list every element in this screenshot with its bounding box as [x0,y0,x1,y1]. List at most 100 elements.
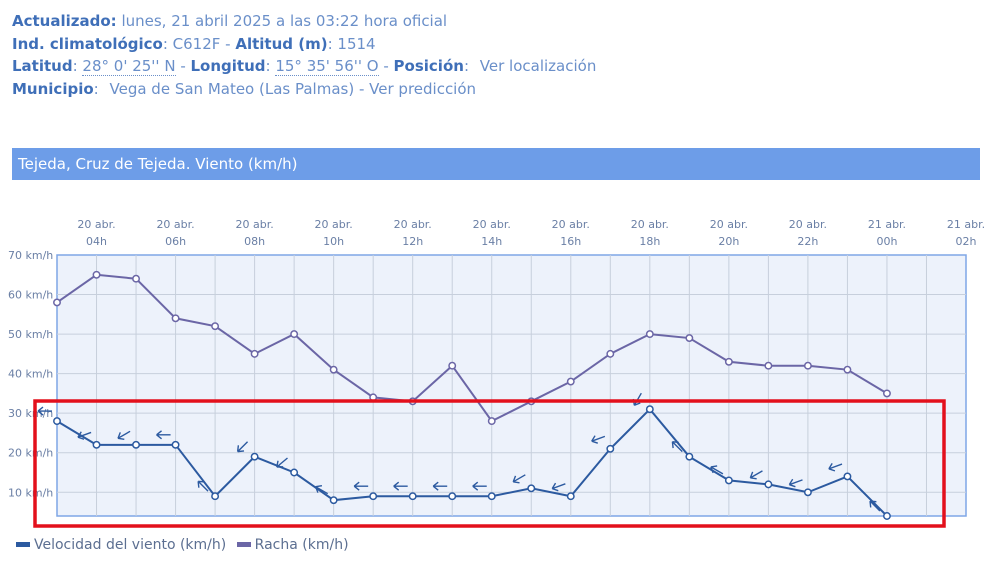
x-tick-label-date: 21 abr. [947,218,985,231]
wind-direction-arrow-shape [117,430,131,440]
altitude-value: : 1514 [327,34,376,53]
wind-speed-point [803,488,812,497]
wind-speed-point [843,472,852,481]
x-tick-label-hour: 08h [244,235,265,248]
wind-direction-arrow [37,406,52,416]
gust-point [803,361,812,370]
gust-point [290,330,299,339]
municipality-row: Municipio: Vega de San Mateo (Las Palmas… [12,79,477,98]
wind-speed-point [369,492,378,501]
wind-direction-arrow-shape [749,470,763,480]
chart-title: Tejeda, Cruz de Tejeda. Viento (km/h) [18,155,298,173]
gust-point [724,357,733,366]
wind-direction-arrow [156,430,171,440]
x-tick-label-hour: 18h [639,235,660,248]
wind-direction-arrow [314,485,329,495]
wind-direction-arrow [236,441,249,453]
wind-direction-arrow-shape [710,465,724,475]
wind-speed-line [56,407,888,517]
climate-index-label: Ind. climatológico [12,34,163,53]
wind-direction-arrow [671,441,683,453]
y-tick-label: 60 km/h [8,289,53,302]
gust-point [329,365,338,374]
y-tick-label: 40 km/h [8,368,53,381]
station-info: Actualizado: lunes, 21 abril 2025 a las … [12,10,596,100]
gust-point [606,349,615,358]
x-tick-label-date: 20 abr. [789,218,827,231]
legend-swatch-wind-speed [16,541,30,547]
longitude-label: Longitud [190,57,266,75]
wind-direction-arrow [472,481,487,491]
wind-speed-point [527,484,536,493]
wind-direction-arrow-shape [236,441,249,453]
gust-point [764,361,773,370]
wind-direction-arrow [353,481,369,491]
wind-direction-arrow [117,430,131,440]
legend-item-wind-speed[interactable]: Velocidad del viento (km/h) [16,537,231,553]
wind-direction-arrow [551,482,566,492]
updated-label: Actualizado: [12,12,117,30]
gust-point [843,365,852,374]
gust-point [211,322,220,331]
y-tick-label: 20 km/h [8,447,53,460]
position-link[interactable]: Ver localización [479,57,597,75]
x-tick-label-hour: 04h [86,235,107,248]
wind-speed-point [290,468,299,477]
forecast-link[interactable]: Ver predicción [369,79,477,98]
plot-area [56,254,967,517]
wind-direction-arrow [77,431,92,440]
legend-label-gust: Racha (km/h) [254,537,349,553]
gust-point [132,274,140,283]
wind-speed-point [132,440,140,449]
wind-direction-arrow [393,481,408,491]
wind-direction-arrow-shape [869,500,881,512]
wind-speed-point [606,444,615,453]
wind-speed-point [250,452,259,461]
wind-speed-point [92,440,101,449]
wind-direction-arrow-shape [671,441,683,453]
x-tick-label-hour: 22h [797,235,818,248]
x-tick-label-date: 20 abr. [156,218,194,231]
legend-swatch-gust [236,541,251,547]
wind-direction-arrow-shape [314,485,329,495]
x-tick-label-hour: 16h [560,235,581,248]
wind-direction-arrow [276,457,288,468]
x-tick-label-hour: 14h [481,235,502,248]
x-tick-label-hour: 06h [165,235,186,248]
latitude-label: Latitud [12,57,73,75]
legend-label-wind-speed: Velocidad del viento (km/h) [34,537,227,553]
highlight-box [33,399,946,528]
x-tick-label-date: 20 abr. [552,218,590,231]
wind-direction-arrow-shape [353,481,369,491]
wind-direction-arrow [749,470,763,480]
wind-speed-point [448,492,457,501]
wind-speed-point [645,405,654,414]
legend-item-gust[interactable]: Racha (km/h) [236,537,349,553]
wind-direction-arrow-shape [551,482,566,492]
x-tick-label-date: 21 abr. [868,218,906,231]
x-tick-label-hour: 12h [402,235,423,248]
y-tick-label: 50 km/h [8,328,53,341]
position-label: Posición [393,57,464,75]
wind-direction-arrow-shape [472,481,487,491]
chart-legend: Velocidad del viento (km/h) Racha (km/h) [16,537,355,553]
wind-direction-arrow [432,481,448,491]
wind-direction-arrow-shape [828,463,843,472]
wind-direction-arrow-shape [77,431,92,440]
municipality-value: Vega de San Mateo (Las Palmas) - [109,79,365,98]
wind-direction-arrow [869,500,881,512]
wind-direction-arrow [828,463,843,472]
wind-direction-arrow-shape [512,474,526,484]
wind-direction-arrow-shape [197,480,209,492]
gust-point [487,417,496,426]
gust-point [92,270,101,279]
gust-line [56,273,888,423]
y-tick-label: 30 km/h [8,407,53,420]
x-tick-label-date: 20 abr. [77,218,115,231]
y-tick-label: 10 km/h [8,486,53,499]
wind-speed-point [685,452,694,461]
wind-direction-arrow [591,435,606,444]
climate-index-value: : C612F - [162,34,231,53]
x-tick-label-date: 20 abr. [394,218,432,231]
